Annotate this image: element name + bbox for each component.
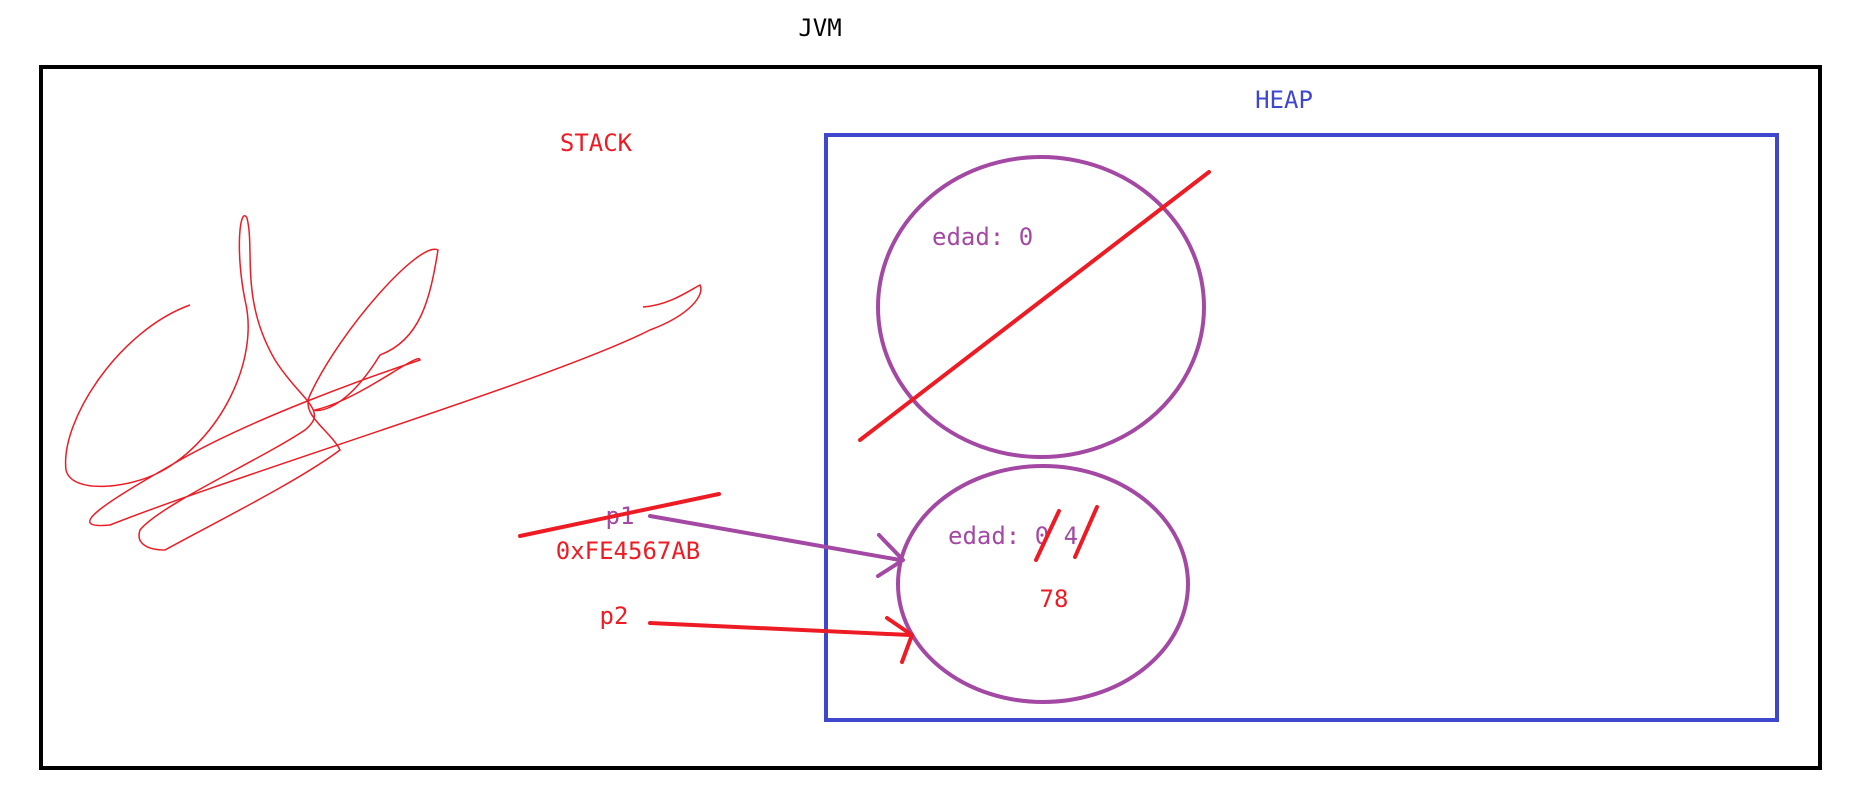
jvm-title: JVM [798, 14, 841, 42]
ref-p2-name: p2 [600, 602, 629, 630]
ref-p1-strike [518, 492, 721, 538]
jvm-box [39, 65, 1822, 770]
ref-p2-arrow [648, 621, 912, 637]
heap-box [824, 133, 1779, 722]
object-2-field: edad: 0 4 [948, 522, 1078, 550]
object-1-cross-out [858, 170, 1211, 442]
ref-p1-address: 0xFE4567AB [556, 537, 701, 565]
ref-p1-arrow [648, 514, 902, 562]
object-1-field: edad: 0 [932, 223, 1033, 251]
heap-label: HEAP [1255, 86, 1313, 114]
object-2-strike-2 [1073, 505, 1099, 559]
ref-p1-arrowhead [876, 533, 905, 578]
object-2-strike-1 [1034, 509, 1061, 562]
object-2-value: 78 [1040, 585, 1069, 613]
stack-label: STACK [560, 129, 633, 157]
stack-scribble [64, 215, 702, 551]
heap-object-2 [896, 464, 1190, 704]
heap-object-1 [876, 155, 1206, 459]
ref-p2-arrowhead [885, 616, 914, 664]
